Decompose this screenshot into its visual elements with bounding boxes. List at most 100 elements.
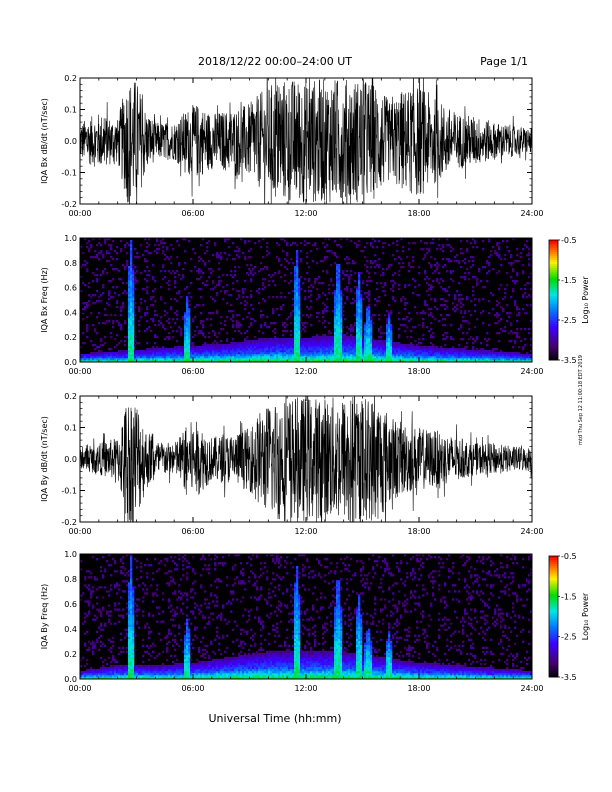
colorbar-swatch bbox=[549, 244, 558, 247]
spectrogram-cell bbox=[316, 354, 319, 357]
spectrogram-cell bbox=[88, 588, 91, 591]
spectrogram-cell bbox=[316, 262, 319, 265]
spectrogram-cell bbox=[324, 334, 327, 337]
spectrogram-cell bbox=[406, 348, 409, 351]
spectrogram-cell bbox=[130, 316, 133, 319]
spectrogram-cell bbox=[100, 614, 103, 617]
spectrogram-cell bbox=[414, 242, 417, 245]
spectrogram-cell bbox=[234, 356, 237, 359]
spectrogram-cell bbox=[382, 344, 385, 347]
spectrogram-cell bbox=[168, 350, 171, 353]
spectrogram-cell bbox=[294, 276, 297, 279]
spectrogram-cell bbox=[220, 352, 223, 355]
spectrogram-cell bbox=[510, 264, 513, 267]
colorbar-swatch bbox=[549, 292, 558, 295]
spectrogram-cell bbox=[294, 284, 297, 287]
spectrogram-cell bbox=[294, 270, 297, 273]
spectrogram-cell bbox=[410, 344, 413, 347]
spectrogram-cell bbox=[274, 350, 277, 353]
spectrogram-cell bbox=[482, 356, 485, 359]
spectrogram-cell bbox=[322, 352, 325, 355]
spectrogram-cell bbox=[336, 344, 339, 347]
spectrogram-cell bbox=[408, 348, 411, 351]
spectrogram-cell bbox=[124, 580, 127, 583]
spectrogram-cell bbox=[498, 354, 501, 357]
spectrogram-cell bbox=[186, 302, 189, 305]
spectrogram-cell bbox=[188, 334, 191, 337]
spectrogram-cell bbox=[364, 256, 367, 259]
spectrogram-cell bbox=[466, 248, 469, 251]
spectrogram-cell bbox=[386, 342, 389, 345]
spectrogram-cell bbox=[220, 252, 223, 255]
spectrogram-cell bbox=[296, 272, 299, 275]
x-tick-label: 06:00 bbox=[181, 527, 204, 536]
spectrogram-cell bbox=[152, 358, 155, 361]
spectrogram-cell bbox=[212, 350, 215, 353]
spectrogram-cell bbox=[108, 304, 111, 307]
spectrogram-cell bbox=[350, 342, 353, 345]
spectrogram-cell bbox=[376, 288, 379, 291]
spectrogram-cell bbox=[90, 358, 93, 361]
spectrogram-cell bbox=[250, 318, 253, 321]
spectrogram-cell bbox=[250, 296, 253, 299]
spectrogram-cell bbox=[178, 290, 181, 293]
spectrogram-cell bbox=[242, 352, 245, 355]
spectrogram-cell bbox=[128, 316, 131, 319]
spectrogram-cell bbox=[384, 282, 387, 285]
spectrogram-cell bbox=[128, 672, 131, 676]
spectrogram-cell bbox=[450, 360, 453, 363]
spectrogram-cell bbox=[274, 332, 277, 335]
spectrogram-cell bbox=[506, 304, 509, 307]
spectrogram-cell bbox=[260, 310, 263, 313]
spectrogram-cell bbox=[460, 356, 463, 359]
spectrogram-cell bbox=[234, 352, 237, 355]
spectrogram-cell bbox=[172, 356, 175, 359]
spectrogram-cell bbox=[354, 346, 357, 349]
spectrogram-cell bbox=[336, 318, 339, 321]
spectrogram-cell bbox=[396, 342, 399, 345]
spectrogram-cell bbox=[336, 256, 339, 259]
spectrogram-cell bbox=[514, 358, 517, 361]
spectrogram-cell bbox=[128, 278, 131, 281]
spectrogram-cell bbox=[294, 304, 297, 307]
x-axis-title: Universal Time (hh:mm) bbox=[209, 712, 342, 725]
spectrogram-cell bbox=[256, 344, 259, 347]
spectrogram-cell bbox=[366, 320, 369, 323]
spectrogram-cell bbox=[80, 358, 83, 361]
spectrogram-cell bbox=[126, 242, 129, 245]
spectrogram-cell bbox=[170, 354, 173, 357]
spectrogram-cell bbox=[358, 292, 361, 295]
colorbar-swatch bbox=[549, 286, 558, 289]
spectrogram-cell bbox=[510, 352, 513, 355]
spectrogram-cell bbox=[122, 566, 125, 569]
spectrogram-cell bbox=[294, 286, 297, 289]
spectrogram-cell bbox=[172, 330, 175, 333]
spectrogram-cell bbox=[460, 352, 463, 355]
spectrogram-cell bbox=[122, 572, 125, 575]
spectrogram-cell bbox=[170, 350, 173, 353]
spectrogram-cell bbox=[248, 250, 251, 253]
spectrogram-cell bbox=[208, 354, 211, 357]
spectrogram-cell bbox=[390, 310, 393, 313]
spectrogram-cell bbox=[498, 356, 501, 359]
spectrogram-cell bbox=[256, 354, 259, 357]
spectrogram-cell bbox=[230, 346, 233, 349]
spectrogram-cell bbox=[102, 576, 105, 579]
spectrogram-cell bbox=[370, 346, 373, 349]
spectrogram-cell bbox=[276, 338, 279, 341]
spectrogram-cell bbox=[290, 340, 293, 343]
spectrogram-cell bbox=[88, 646, 91, 650]
spectrogram-cell bbox=[100, 354, 103, 357]
spectrogram-cell bbox=[132, 340, 135, 343]
spectrogram-cell bbox=[332, 350, 335, 353]
spectrogram-cell bbox=[322, 356, 325, 359]
spectrogram-cell bbox=[92, 676, 95, 680]
spectrogram-cell bbox=[366, 308, 369, 311]
spectrogram-cell bbox=[186, 308, 189, 311]
spectrogram-cell bbox=[432, 360, 435, 363]
spectrogram-cell bbox=[358, 240, 361, 243]
spectrogram-cell bbox=[380, 342, 383, 345]
spectrogram-cell bbox=[150, 318, 153, 321]
spectrogram-cell bbox=[130, 334, 133, 337]
spectrogram-cell bbox=[130, 664, 133, 668]
